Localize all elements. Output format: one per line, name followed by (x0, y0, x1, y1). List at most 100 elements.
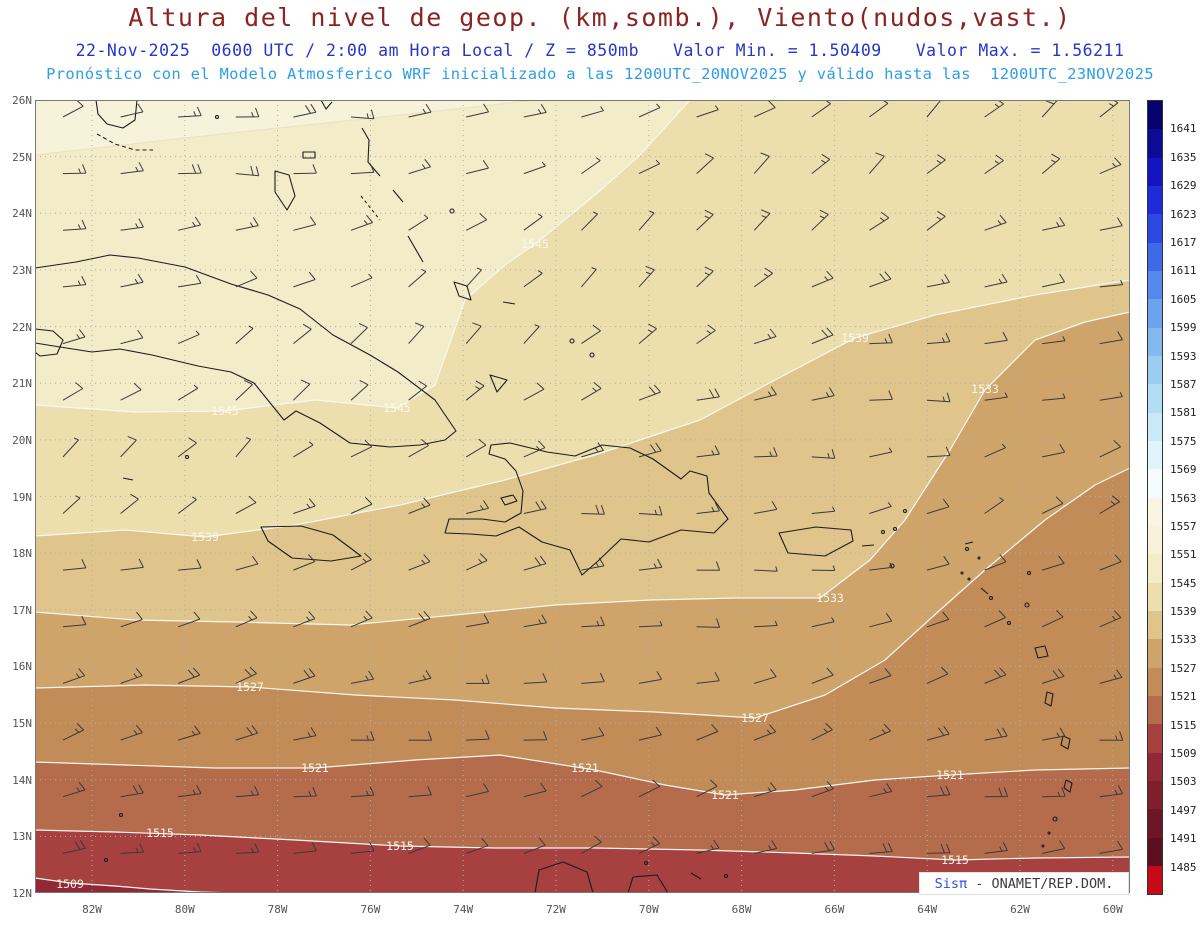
wind-barb (293, 787, 317, 798)
wind-barb (350, 322, 368, 344)
wind-barb (235, 666, 257, 684)
island-guadeloupe (1034, 645, 1049, 659)
colorbar-level-label: 1557 (1170, 519, 1197, 533)
wind-barb (408, 439, 429, 458)
wind-barb (811, 722, 833, 741)
wind-barb (466, 103, 490, 118)
wind-barb (235, 325, 254, 344)
island-st-lucia (1063, 779, 1073, 793)
wind-barb (120, 724, 143, 741)
island-nevis (988, 595, 994, 601)
wind-barb (408, 731, 433, 741)
island-dominica (1044, 691, 1054, 707)
wind-barb (350, 109, 375, 120)
island-caicos (569, 338, 575, 344)
island-andros (274, 170, 296, 211)
wind-barb (696, 618, 721, 628)
wind-barb (350, 214, 373, 231)
wind-barb (811, 270, 834, 288)
lat-tick-label: 15N (12, 717, 32, 731)
wind-barb (293, 271, 316, 288)
wind-barb (696, 324, 716, 345)
lon-tick-label: 80W (174, 903, 195, 916)
lon-tick-label: 78W (267, 903, 288, 916)
colorbar-level-label: 1545 (1170, 576, 1197, 590)
colorbar-segment (1148, 525, 1162, 555)
wind-barb (120, 218, 144, 231)
wind-barb (350, 439, 373, 458)
coastline-paraguana (627, 874, 669, 893)
wind-barb (638, 779, 661, 798)
island-bonaire (723, 873, 729, 879)
wind-barb (811, 327, 834, 345)
contour-label-1515: 1515 (386, 839, 414, 853)
contour-label-1509: 1509 (56, 877, 84, 891)
wind-barb (408, 322, 425, 344)
wind-barb (120, 273, 144, 288)
wind-barb (1042, 443, 1066, 458)
colorbar-segment (1148, 865, 1162, 895)
chart-subtitle-datetime: 22-Nov-2025 0600 UTC / 2:00 am Hora Loca… (0, 41, 1200, 60)
wind-barb (638, 384, 661, 401)
contour-labels-layer: 1545 1545 1545 1539 1539 1533 1533 1527 1527 1521… (56, 237, 999, 891)
wind-barb (581, 106, 604, 118)
wind-barb (754, 386, 777, 401)
lon-tick-label: 82W (82, 903, 102, 916)
wind-barb (638, 726, 662, 741)
colorbar-segment (1148, 270, 1162, 300)
contour-label-1539: 1539 (841, 331, 869, 345)
wind-barb (869, 723, 891, 741)
wind-barb (523, 500, 547, 514)
wind-barb (1099, 554, 1122, 571)
wind-barb (754, 668, 777, 684)
island-st-barth (977, 556, 981, 560)
wind-barb (62, 840, 86, 854)
wind-barb (293, 323, 312, 344)
lat-tick-label: 12N (12, 887, 32, 900)
wind-barb (984, 497, 1004, 514)
wind-barb (984, 392, 1008, 401)
colorbar-level-label: 1551 (1170, 548, 1197, 562)
colorbar-segment (1148, 610, 1162, 640)
wind-barb (696, 502, 720, 514)
colorbar-level-label: 1629 (1170, 179, 1197, 193)
colorbar-level-label: 1623 (1170, 207, 1197, 221)
wind-barb (811, 841, 835, 854)
colorbar-segment (1148, 837, 1162, 866)
island-exumas (360, 195, 381, 221)
wind-barb (984, 214, 1007, 231)
wind-barb (466, 500, 490, 514)
contour-line-1515 (35, 829, 1130, 861)
island-tortola (892, 526, 898, 532)
wind-barb (926, 666, 949, 684)
wind-barb (984, 727, 1008, 741)
island-st-thomas (880, 529, 886, 535)
coastline-jamaica (260, 525, 362, 562)
wind-barb (178, 667, 201, 684)
colorbar-segment (1148, 497, 1162, 526)
wind-barb (581, 504, 605, 515)
wind-barb (120, 493, 139, 514)
wind-barb (408, 103, 432, 118)
colorbar-level-label: 1569 (1170, 463, 1197, 477)
wind-barb (926, 332, 951, 345)
wind-barb (984, 100, 1004, 118)
wind-barb (753, 209, 771, 231)
wind-barb (869, 152, 885, 174)
colorbar-segment (1148, 412, 1162, 441)
wind-barb (811, 667, 834, 684)
contour-line-1527 (35, 467, 1130, 719)
wind-barb (62, 275, 87, 288)
wind-barb (408, 554, 431, 571)
wind-barb (235, 379, 253, 401)
wind-barb (696, 153, 714, 174)
colorbar-segment (1148, 582, 1162, 611)
wind-barb (754, 620, 778, 628)
island-st-kitts (980, 587, 989, 595)
contour-label-1521: 1521 (571, 761, 599, 775)
wind-barb (62, 615, 87, 628)
wind-barb (293, 216, 317, 231)
wind-barb (754, 328, 777, 345)
wind-barb (523, 324, 540, 344)
coastline-puerto-rico (778, 526, 854, 557)
